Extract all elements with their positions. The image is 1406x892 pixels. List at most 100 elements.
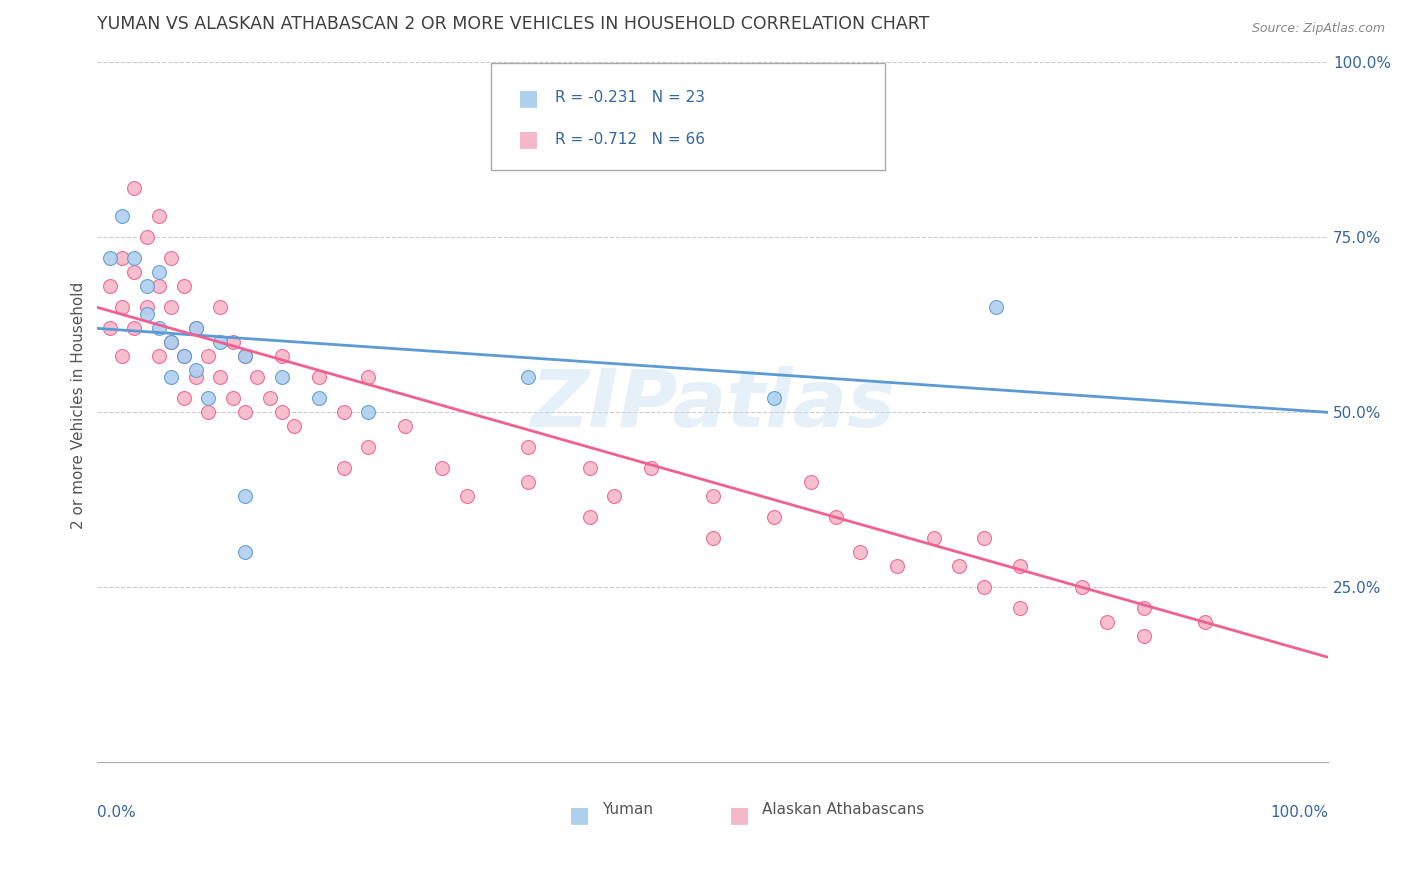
Point <box>124 252 146 266</box>
Point <box>271 350 294 364</box>
Point <box>517 475 540 490</box>
Point <box>283 419 305 434</box>
Point <box>209 370 232 384</box>
Text: R = -0.231   N = 23: R = -0.231 N = 23 <box>555 90 706 105</box>
Point <box>603 489 626 503</box>
Point <box>763 392 786 406</box>
Point <box>173 350 195 364</box>
Point <box>233 489 256 503</box>
Point <box>517 441 540 455</box>
Point <box>1132 629 1154 643</box>
Point <box>222 335 245 350</box>
Y-axis label: 2 or more Vehicles in Household: 2 or more Vehicles in Household <box>72 282 86 529</box>
Point <box>135 230 157 244</box>
Point <box>886 559 908 574</box>
Point <box>111 210 134 224</box>
Point <box>148 350 170 364</box>
Point <box>111 301 134 315</box>
Point <box>763 510 786 524</box>
Text: ZIPatlas: ZIPatlas <box>530 367 896 444</box>
Point <box>1010 559 1032 574</box>
Point <box>197 350 219 364</box>
Point <box>184 321 207 335</box>
Point <box>332 405 354 419</box>
Point <box>184 321 207 335</box>
Point <box>124 321 146 335</box>
Point <box>578 510 600 524</box>
Text: ■: ■ <box>728 805 749 825</box>
Point <box>922 532 945 546</box>
Point <box>948 559 970 574</box>
Text: R = -0.712   N = 66: R = -0.712 N = 66 <box>555 132 706 147</box>
Point <box>271 405 294 419</box>
Point <box>578 461 600 475</box>
Point <box>640 461 662 475</box>
Point <box>308 370 330 384</box>
Point <box>197 392 219 406</box>
Point <box>160 252 183 266</box>
Point <box>233 350 256 364</box>
Point <box>308 392 330 406</box>
Text: 100.0%: 100.0% <box>1270 805 1329 820</box>
Point <box>184 370 207 384</box>
Point <box>800 475 823 490</box>
Point <box>1071 580 1094 594</box>
Text: ■: ■ <box>519 129 540 150</box>
Point <box>148 279 170 293</box>
Point <box>246 370 269 384</box>
Point <box>233 545 256 559</box>
Point <box>702 532 724 546</box>
Point <box>173 392 195 406</box>
Point <box>98 321 121 335</box>
Text: Yuman: Yuman <box>602 802 652 816</box>
Point <box>209 301 232 315</box>
Point <box>111 252 134 266</box>
Text: 0.0%: 0.0% <box>97 805 136 820</box>
Point <box>357 441 380 455</box>
Point <box>824 510 846 524</box>
Point <box>271 370 294 384</box>
Point <box>1194 615 1216 630</box>
Point <box>456 489 478 503</box>
Point <box>184 363 207 377</box>
Point <box>98 279 121 293</box>
Point <box>124 265 146 279</box>
Point <box>1132 601 1154 615</box>
Point <box>849 545 872 559</box>
Point <box>98 252 121 266</box>
Point <box>135 307 157 321</box>
Text: ■: ■ <box>519 87 540 108</box>
Text: Source: ZipAtlas.com: Source: ZipAtlas.com <box>1251 22 1385 36</box>
Point <box>173 279 195 293</box>
Point <box>973 532 995 546</box>
Point <box>135 301 157 315</box>
Point <box>111 350 134 364</box>
Point <box>1010 601 1032 615</box>
Point <box>148 265 170 279</box>
Point <box>160 301 183 315</box>
Point <box>1095 615 1118 630</box>
Point <box>135 279 157 293</box>
Text: YUMAN VS ALASKAN ATHABASCAN 2 OR MORE VEHICLES IN HOUSEHOLD CORRELATION CHART: YUMAN VS ALASKAN ATHABASCAN 2 OR MORE VE… <box>97 15 929 33</box>
Point <box>973 580 995 594</box>
Point <box>148 210 170 224</box>
Point <box>173 350 195 364</box>
Point <box>222 392 245 406</box>
Point <box>984 301 1007 315</box>
Point <box>197 405 219 419</box>
Point <box>233 405 256 419</box>
Point <box>517 370 540 384</box>
Text: ■: ■ <box>568 805 589 825</box>
Point <box>233 350 256 364</box>
Point <box>148 321 170 335</box>
Point <box>332 461 354 475</box>
Point <box>357 405 380 419</box>
Point <box>209 335 232 350</box>
Point <box>160 335 183 350</box>
Point <box>430 461 453 475</box>
Point <box>702 489 724 503</box>
Point <box>357 370 380 384</box>
FancyBboxPatch shape <box>491 62 884 169</box>
Point <box>259 392 281 406</box>
Point <box>160 335 183 350</box>
